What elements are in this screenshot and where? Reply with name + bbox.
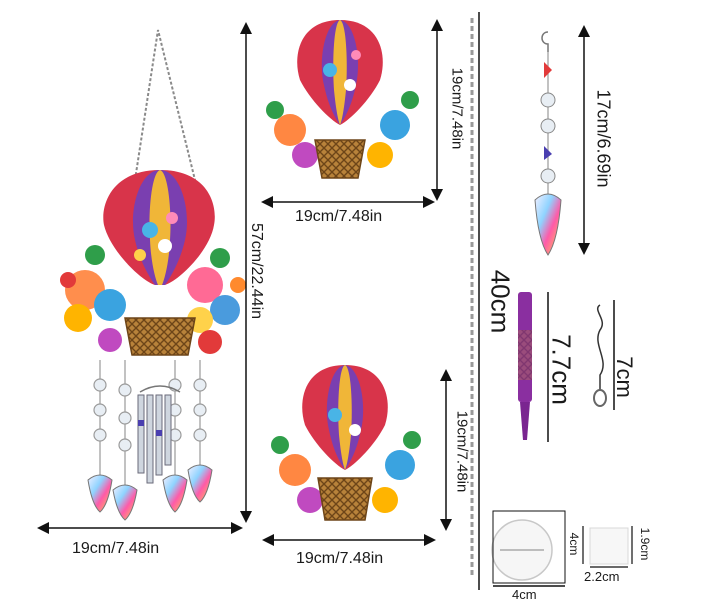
hook-length-label: 7cm — [612, 356, 637, 398]
top-balloon-icon — [266, 20, 419, 179]
hot-air-balloon-icon — [103, 170, 215, 285]
main-wind-chime — [60, 29, 246, 521]
square-height-label: 4cm — [567, 532, 581, 556]
hanging-chain — [134, 29, 196, 181]
disc-size-label: 4cm — [512, 587, 537, 602]
main-width-label: 19cm/7.48in — [72, 540, 160, 557]
bottom-height-label: 19cm/7.48in — [453, 410, 471, 493]
chime-tubes — [137, 385, 181, 484]
bottom-balloon-icon — [271, 365, 421, 521]
disc-bounding-box — [492, 510, 566, 584]
pen-length-label: 7.7cm — [546, 334, 577, 405]
hook-icon — [593, 304, 607, 407]
teardrop-crystal-icon — [87, 464, 213, 521]
chain-length-label: 40cm — [485, 269, 516, 334]
pendant-length-label: 17cm/6.69in — [593, 89, 614, 188]
crystal-strands — [93, 360, 207, 490]
clip-width-label: 2.2cm — [584, 569, 620, 584]
bottom-width-label: 19cm/7.48in — [296, 550, 384, 567]
main-height-label: 57cm/22.44in — [248, 222, 265, 320]
top-height-label: 19cm/7.48in — [448, 67, 466, 150]
diamond-pen-icon — [518, 292, 532, 440]
top-width-label: 19cm/7.48in — [295, 208, 383, 225]
adhesive-square-icon — [589, 527, 629, 565]
crystal-pendant-icon — [534, 31, 562, 256]
basket-icon — [124, 317, 196, 356]
clear-disc-icon — [491, 519, 553, 581]
clip-height-label: 1.9cm — [638, 527, 652, 561]
